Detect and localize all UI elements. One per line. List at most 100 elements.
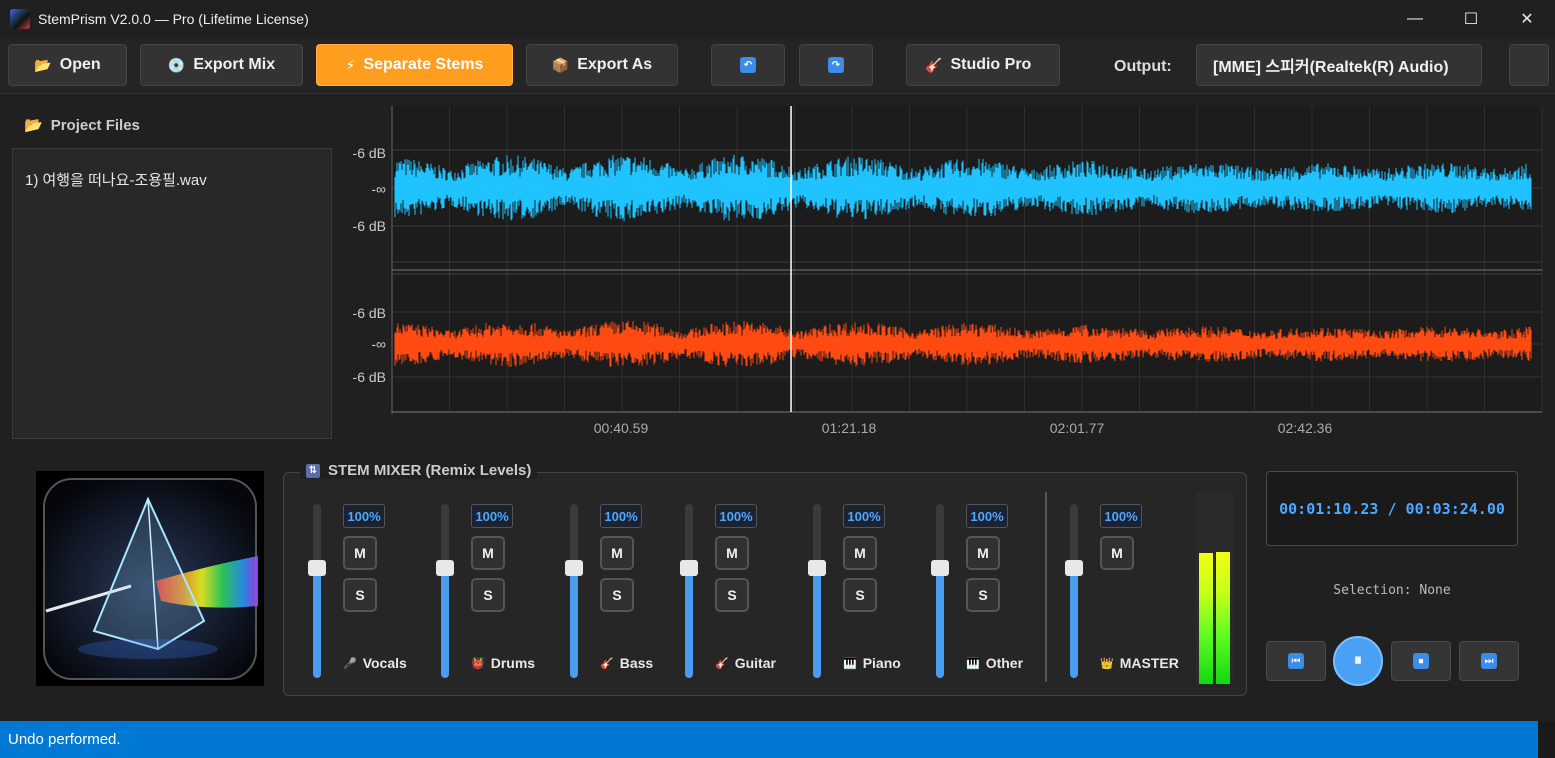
other-volume-slider[interactable] [931, 504, 949, 678]
package-icon: 📦 [551, 56, 570, 73]
pause-icon: ⏸ [1353, 652, 1362, 669]
stop-button[interactable]: ⏹ [1391, 641, 1451, 681]
slider-handle[interactable] [1065, 560, 1083, 576]
master-volume-value: 100% [1100, 504, 1142, 528]
drums-name: Drums [490, 655, 536, 671]
undo-button[interactable]: ↶ [711, 44, 785, 86]
status-bar-corner [1538, 721, 1555, 758]
fast-forward-icon: ⏭ [1481, 653, 1497, 669]
undo-icon: ↶ [740, 57, 756, 73]
drums-volume-slider[interactable] [436, 504, 454, 678]
separate-stems-label: Separate Stems [363, 56, 484, 73]
bass-name: Bass [619, 655, 654, 671]
slider-handle[interactable] [808, 560, 826, 576]
guitar-volume-slider[interactable] [680, 504, 698, 678]
open-button[interactable]: 📂 Open [8, 44, 127, 86]
folder-icon: 📂 [34, 56, 52, 73]
drums-volume-value: 100% [471, 504, 513, 528]
bass-label: 🎸 Bass [600, 655, 653, 671]
stop-icon: ⏹ [1413, 653, 1429, 669]
slider-handle[interactable] [931, 560, 949, 576]
fast-forward-button[interactable]: ⏭ [1459, 641, 1519, 681]
db-label-bottom-center: -∞ [371, 336, 386, 352]
guitar-icon: 🎸 [925, 56, 943, 73]
output-device-select[interactable]: [MME] 스피커(Realtek(R) Audio) [1196, 44, 1482, 86]
master-name: MASTER [1119, 655, 1179, 671]
time-label: 02:42.36 [1278, 420, 1333, 436]
piano-volume-slider[interactable] [808, 504, 826, 678]
db-label-bottom-upper: -6 dB [353, 305, 386, 321]
open-label: Open [59, 56, 101, 73]
slider-handle[interactable] [436, 560, 454, 576]
vocals-volume-slider[interactable] [308, 504, 326, 678]
slider-handle[interactable] [680, 560, 698, 576]
other-name: Other [985, 655, 1024, 671]
separate-stems-button[interactable]: ⚡ Separate Stems [316, 44, 513, 86]
slider-handle[interactable] [565, 560, 583, 576]
stem-mixer-title: STEM MIXER (Remix Levels) [328, 462, 532, 479]
master-mute-button[interactable]: M [1100, 536, 1134, 570]
piano-mute-button[interactable]: M [843, 536, 877, 570]
mixer-icon: ⇅ [306, 463, 320, 478]
guitar-mute-button[interactable]: M [715, 536, 749, 570]
slider-handle[interactable] [308, 560, 326, 576]
redo-button[interactable]: ↷ [799, 44, 873, 86]
rewind-icon: ⏮ [1288, 653, 1304, 669]
drums-solo-button[interactable]: S [471, 578, 505, 612]
export-mix-button[interactable]: 💿 Export Mix [140, 44, 303, 86]
export-as-label: Export As [577, 56, 653, 73]
toolbar: 📂 Open 💿 Export Mix ⚡ Separate Stems 📦 E… [0, 38, 1555, 94]
project-files-title: Project Files [50, 116, 140, 134]
timecode-display: 00:01:10.23 / 00:03:24.00 [1266, 471, 1518, 546]
bass-solo-button[interactable]: S [600, 578, 634, 612]
drums-icon: 👹 [471, 657, 485, 670]
output-label: Output: [1114, 58, 1172, 75]
piano-icon: 🎹 [843, 657, 857, 670]
export-as-button[interactable]: 📦 Export As [526, 44, 678, 86]
bass-volume-slider[interactable] [565, 504, 583, 678]
bass-mute-button[interactable]: M [600, 536, 634, 570]
waveform-view[interactable]: -6 dB -∞ -6 dB -6 dB -∞ -6 dB 00:40.59 0… [335, 102, 1550, 447]
album-art [36, 471, 264, 686]
time-label: 02:01.77 [1050, 420, 1105, 436]
other-solo-button[interactable]: S [966, 578, 1000, 612]
vocals-solo-button[interactable]: S [343, 578, 377, 612]
redo-icon: ↷ [828, 57, 844, 73]
piano-volume-value: 100% [843, 504, 885, 528]
other-mute-button[interactable]: M [966, 536, 1000, 570]
status-message: Undo performed. [8, 731, 121, 748]
studio-pro-button[interactable]: 🎸 Studio Pro [906, 44, 1060, 86]
list-item[interactable]: 1) 여행을 떠나요-조용필.wav [25, 172, 207, 189]
title-bar: StemPrism V2.0.0 — Pro (Lifetime License… [0, 0, 1555, 38]
project-files-header: 📂 Project Files [24, 116, 140, 135]
master-label: 👑 MASTER [1100, 655, 1179, 671]
export-mix-label: Export Mix [193, 56, 276, 73]
status-bar: Undo performed. [0, 721, 1538, 758]
vocals-label: 🎤 Vocals [343, 655, 407, 671]
db-label-top-upper: -6 dB [353, 145, 386, 161]
level-meter-left [1199, 553, 1213, 684]
master-volume-slider[interactable] [1065, 504, 1083, 678]
stem-mixer-header: ⇅ STEM MIXER (Remix Levels) [300, 462, 538, 479]
piano-solo-button[interactable]: S [843, 578, 877, 612]
maximize-button[interactable]: ☐ [1463, 11, 1479, 28]
pause-button[interactable]: ⏸ [1333, 636, 1383, 686]
minimize-button[interactable]: — [1407, 10, 1423, 27]
drums-label: 👹 Drums [471, 655, 535, 671]
bottom-channel-waveform [394, 320, 1532, 367]
rewind-button[interactable]: ⏮ [1266, 641, 1326, 681]
guitar-solo-button[interactable]: S [715, 578, 749, 612]
overflow-button[interactable] [1509, 44, 1549, 86]
time-label: 01:21.18 [822, 420, 877, 436]
db-label-top-center: -∞ [371, 181, 386, 197]
close-button[interactable]: ✕ [1520, 11, 1534, 28]
level-meter [1196, 492, 1234, 684]
drums-mute-button[interactable]: M [471, 536, 505, 570]
vocals-mute-button[interactable]: M [343, 536, 377, 570]
vocals-volume-value: 100% [343, 504, 385, 528]
vocals-icon: 🎤 [343, 657, 357, 670]
guitar-name: Guitar [734, 655, 776, 671]
level-meter-right [1216, 552, 1230, 684]
lightning-icon: ⚡ [345, 56, 356, 73]
other-label: 🎹 Other [966, 655, 1023, 671]
